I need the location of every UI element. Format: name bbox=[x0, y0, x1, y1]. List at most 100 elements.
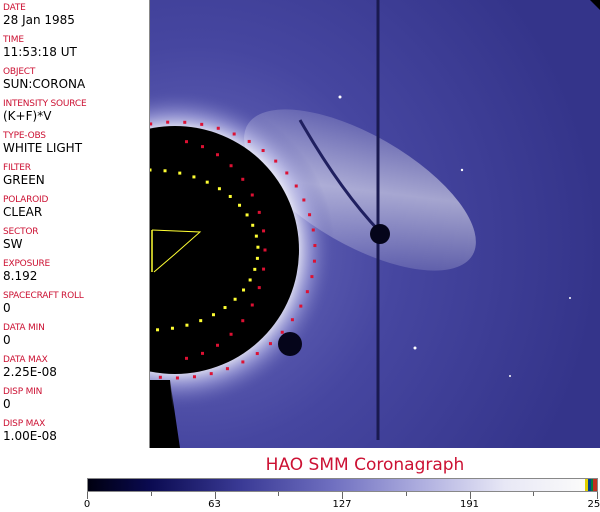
grid-dot bbox=[310, 275, 314, 279]
grid-dot bbox=[211, 313, 215, 317]
field-intensity-source: INTENSITY SOURCE (K+F)*V bbox=[3, 99, 87, 123]
field-value: 8.192 bbox=[3, 269, 38, 283]
field-filter: FILTER GREEN bbox=[3, 163, 45, 187]
field-exposure: EXPOSURE 8.192 bbox=[3, 259, 50, 283]
grid-dot bbox=[302, 198, 306, 202]
grid-dot bbox=[200, 351, 204, 355]
grid-dot bbox=[166, 120, 170, 124]
grid-dot bbox=[232, 132, 236, 136]
field-value: 11:53:18 UT bbox=[3, 45, 77, 59]
grid-dot bbox=[274, 159, 278, 163]
grid-dot bbox=[257, 210, 261, 214]
grid-dot bbox=[241, 319, 245, 323]
colorbar-tick bbox=[342, 492, 343, 499]
grid-dot bbox=[251, 223, 255, 227]
field-label: TYPE-OBS bbox=[3, 131, 46, 141]
sector-marker bbox=[151, 229, 202, 273]
grid-dot bbox=[250, 303, 254, 307]
grid-dot bbox=[170, 326, 174, 330]
grid-dot bbox=[268, 342, 272, 346]
grid-dot bbox=[175, 376, 179, 380]
grid-dot bbox=[185, 323, 189, 327]
field-value: SUN:CORONA bbox=[3, 77, 86, 91]
grid-dot bbox=[178, 171, 182, 175]
field-disp-max: DISP MAX 1.00E-08 bbox=[3, 419, 57, 443]
grid-dot bbox=[280, 330, 284, 334]
field-data-min: DATA MIN 0 bbox=[3, 323, 45, 347]
field-label: SECTOR bbox=[3, 227, 39, 237]
pylon-disk-lower bbox=[278, 332, 302, 356]
grid-dot bbox=[192, 175, 196, 179]
grid-dot bbox=[245, 213, 249, 217]
grid-dot bbox=[262, 267, 266, 271]
grid-dot bbox=[228, 194, 232, 198]
grid-dot bbox=[216, 153, 219, 157]
grid-dot bbox=[255, 352, 259, 356]
field-data-max: DATA MAX 2.25E-08 bbox=[3, 355, 57, 379]
grid-dot bbox=[233, 297, 237, 301]
colorbar-tick bbox=[405, 492, 407, 496]
colorbar bbox=[87, 478, 598, 492]
grid-dot bbox=[223, 306, 227, 310]
coronagraph-image bbox=[150, 0, 600, 448]
grid-dot bbox=[241, 360, 245, 364]
grid-dot bbox=[262, 229, 266, 233]
field-value: CLEAR bbox=[3, 205, 43, 219]
field-label: INTENSITY SOURCE bbox=[3, 99, 87, 109]
grid-dot bbox=[290, 318, 294, 322]
field-value: 28 Jan 1985 bbox=[3, 13, 75, 27]
field-label: EXPOSURE bbox=[3, 259, 51, 269]
field-object: OBJECT SUN:CORONA bbox=[3, 67, 85, 91]
grid-dot bbox=[183, 120, 187, 124]
colorbar-tick-label: 191 bbox=[459, 499, 480, 510]
colorbar-tick-label: 63 bbox=[208, 499, 221, 510]
grid-dot bbox=[311, 228, 315, 232]
field-label: FILTER bbox=[3, 163, 31, 173]
field-value: 0 bbox=[3, 301, 11, 315]
field-label: TIME bbox=[3, 35, 24, 45]
grid-dot bbox=[216, 126, 220, 130]
grid-dot bbox=[263, 248, 267, 252]
field-polaroid: POLAROID CLEAR bbox=[3, 195, 48, 219]
field-value: (K+F)*V bbox=[3, 109, 52, 123]
grid-dot bbox=[242, 288, 246, 292]
grid-dot bbox=[200, 122, 204, 126]
field-time: TIME 11:53:18 UT bbox=[3, 35, 77, 59]
field-disp-min: DISP MIN 0 bbox=[3, 387, 42, 411]
field-label: POLAROID bbox=[3, 195, 49, 205]
colorbar-tick bbox=[87, 492, 88, 499]
grid-dot bbox=[150, 122, 153, 126]
grid-dot bbox=[254, 234, 258, 238]
grid-dot bbox=[205, 180, 209, 184]
grid-dot bbox=[256, 245, 260, 249]
stars bbox=[338, 95, 571, 377]
grid-dot bbox=[158, 375, 162, 379]
grid-dot bbox=[225, 367, 229, 371]
field-date: DATE 28 Jan 1985 bbox=[3, 3, 75, 27]
field-value: 0 bbox=[3, 397, 11, 411]
occulter-pylon bbox=[298, 119, 382, 234]
grid-dot bbox=[248, 278, 252, 282]
occulter-disk bbox=[150, 126, 299, 374]
grid-dot bbox=[163, 169, 167, 173]
field-value: SW bbox=[3, 237, 23, 251]
colorbar-tick-label: 0 bbox=[83, 499, 91, 510]
field-label: DATA MAX bbox=[3, 355, 48, 365]
grid-dot bbox=[257, 286, 261, 290]
grid-dot bbox=[238, 203, 242, 207]
field-type-obs: TYPE-OBS WHITE LIGHT bbox=[3, 131, 82, 155]
instrument-title: HAO SMM Coronagraph bbox=[265, 455, 465, 475]
grid-dot bbox=[308, 213, 312, 217]
coronal-streamer bbox=[244, 109, 476, 271]
grid-dot bbox=[285, 171, 289, 175]
colorbar-tick-label: 255 bbox=[587, 499, 600, 510]
grid-dot bbox=[184, 356, 188, 360]
field-label: DATE bbox=[3, 3, 26, 13]
grid-dot bbox=[192, 375, 196, 379]
grid-dot bbox=[150, 168, 152, 172]
colorbar-tick bbox=[597, 492, 598, 499]
field-label: DISP MIN bbox=[3, 387, 43, 397]
grid-dot bbox=[241, 177, 245, 181]
field-value: WHITE LIGHT bbox=[3, 141, 83, 155]
grid-dot bbox=[199, 319, 203, 323]
